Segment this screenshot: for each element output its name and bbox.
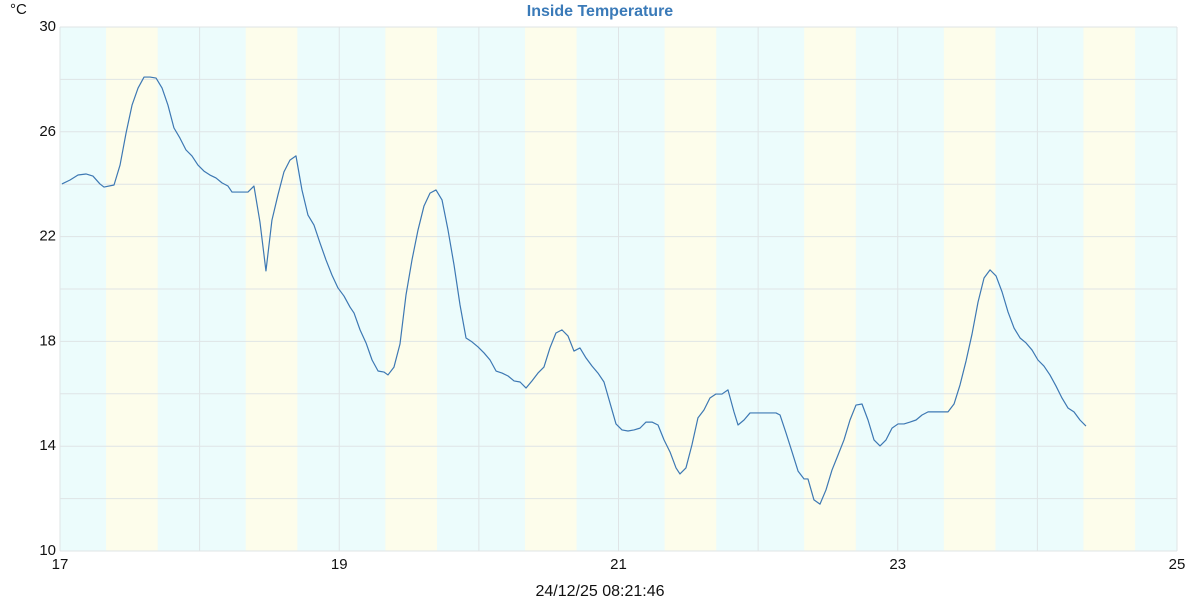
y-tick-label: 18	[39, 332, 56, 349]
x-tick-label: 21	[610, 556, 627, 573]
y-tick-label: 26	[39, 123, 56, 140]
timestamp: 24/12/25 08:21:46	[535, 583, 664, 600]
y-tick-label: 30	[39, 18, 56, 35]
x-tick-label: 19	[331, 556, 348, 573]
chart-title: Inside Temperature	[527, 3, 674, 20]
y-unit: °C	[10, 1, 27, 18]
x-tick-label: 25	[1169, 556, 1186, 573]
y-tick-label: 14	[39, 437, 56, 454]
x-tick-label: 17	[52, 556, 69, 573]
y-tick-label: 22	[39, 228, 56, 245]
y-tick-label: 10	[39, 542, 56, 559]
x-tick-label: 23	[889, 556, 906, 573]
temperature-line	[61, 76, 1087, 505]
